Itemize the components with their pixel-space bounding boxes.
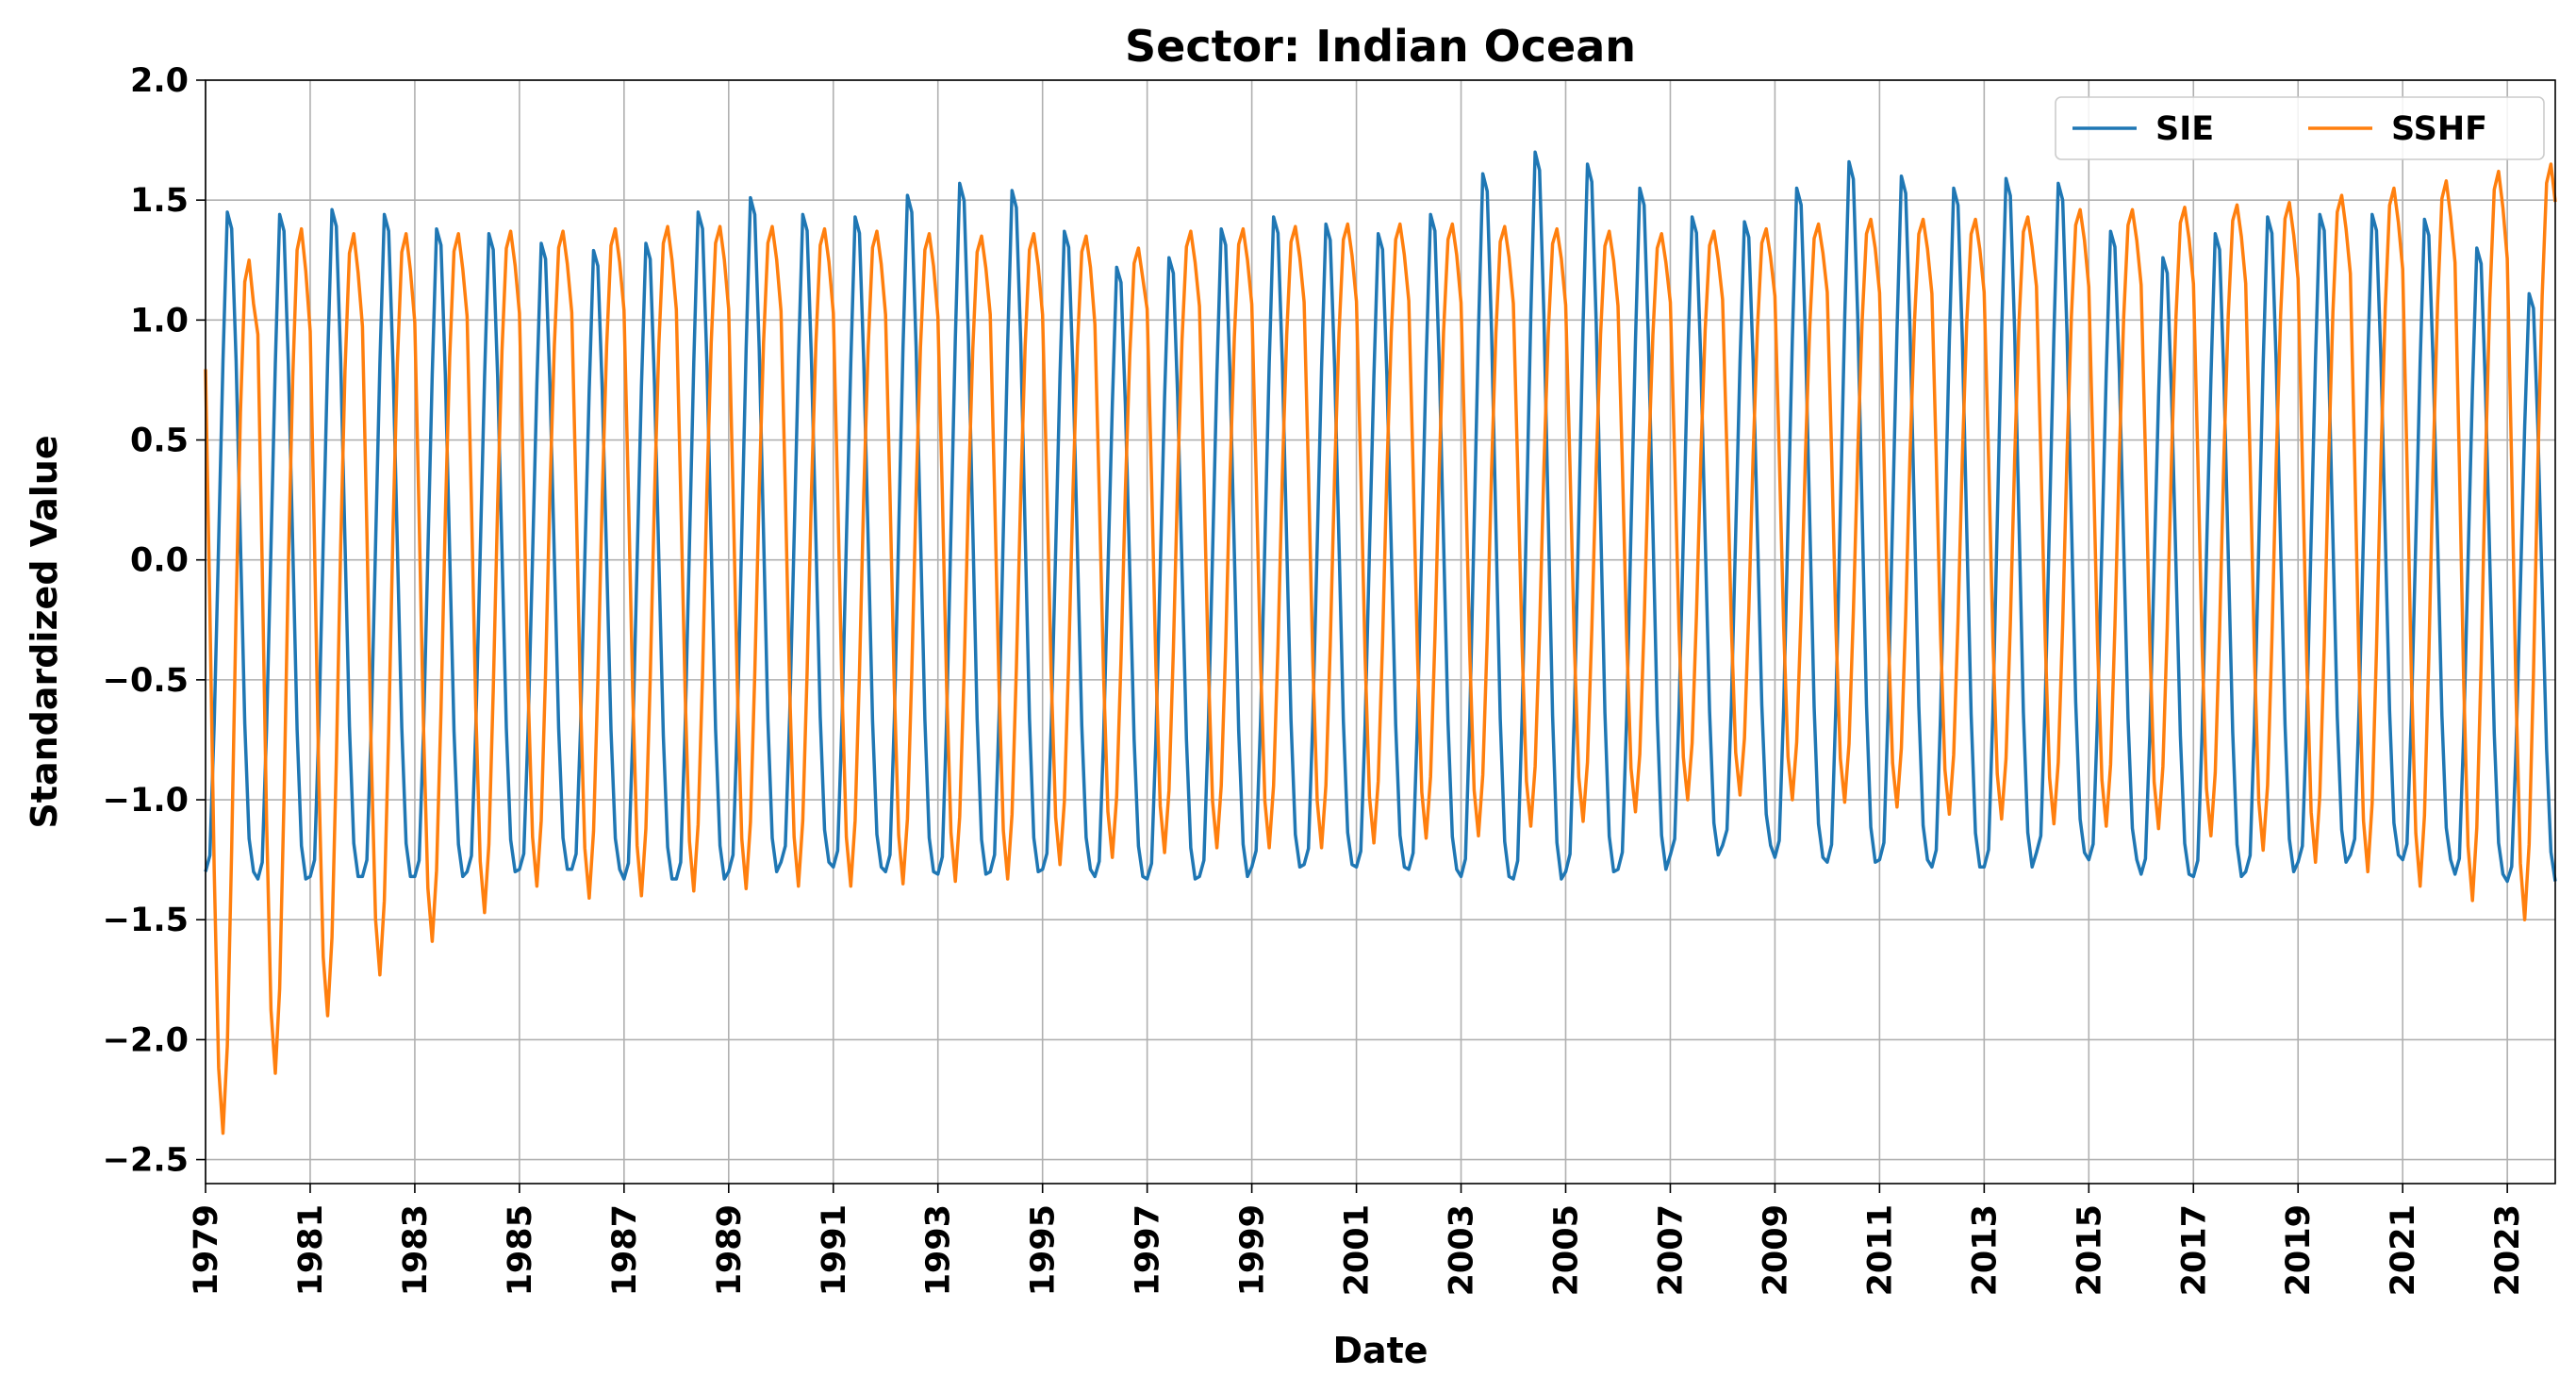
- y-tick-label: 0.0: [130, 542, 189, 580]
- chart-title: Sector: Indian Ocean: [1125, 21, 1636, 72]
- x-tick-label: 2017: [2175, 1204, 2213, 1296]
- legend-label-sie: SIE: [2155, 110, 2214, 148]
- x-tick-label: 1987: [606, 1204, 644, 1296]
- x-tick-label: 1999: [1234, 1204, 1272, 1296]
- x-tick-label: 2021: [2385, 1204, 2422, 1296]
- x-tick-label: 1979: [188, 1204, 225, 1296]
- y-tick-label: −0.5: [103, 662, 189, 700]
- x-tick-label: 2003: [1444, 1204, 1481, 1296]
- legend: SIE SSHF: [2055, 96, 2545, 160]
- x-tick-label: 1989: [711, 1204, 749, 1296]
- ticks: −2.5 −2.0 −1.5 −1.0 −0.5 0.0 0.5 1.0 1.5 2.0 1979 1…: [103, 62, 2527, 1296]
- x-tick-label: 2011: [1861, 1204, 1899, 1296]
- x-tick-label: 1997: [1130, 1204, 1167, 1296]
- x-tick-label: 2015: [2071, 1204, 2108, 1296]
- y-tick-label: −2.5: [103, 1142, 189, 1180]
- y-axis-label: Standardized Value: [24, 435, 65, 828]
- y-tick-label: −1.0: [103, 782, 189, 820]
- y-tick-label: −1.5: [103, 902, 189, 939]
- x-tick-label: 1983: [397, 1204, 435, 1296]
- x-axis-label: Date: [1332, 1330, 1428, 1371]
- y-tick-label: 1.0: [130, 302, 189, 340]
- legend-label-sshf: SSHF: [2391, 110, 2487, 148]
- x-tick-label: 1981: [292, 1204, 330, 1296]
- x-tick-label: 2023: [2489, 1204, 2527, 1296]
- x-tick-label: 2019: [2280, 1204, 2318, 1296]
- x-tick-label: 2001: [1339, 1204, 1377, 1296]
- x-tick-label: 2005: [1547, 1204, 1585, 1296]
- y-tick-label: 1.5: [130, 182, 189, 220]
- x-tick-label: 1991: [816, 1204, 853, 1296]
- series-layer: [204, 150, 2557, 1135]
- x-tick-label: 1993: [920, 1204, 958, 1296]
- x-tick-label: 1995: [1025, 1204, 1063, 1296]
- y-tick-label: −2.0: [103, 1021, 189, 1059]
- x-tick-label: 2009: [1757, 1204, 1794, 1296]
- x-tick-label: 1985: [502, 1204, 539, 1296]
- x-tick-label: 2007: [1652, 1204, 1690, 1296]
- y-tick-label: 0.5: [130, 423, 189, 460]
- x-tick-label: 2013: [1966, 1204, 2004, 1296]
- plot-frame: [205, 79, 2556, 1185]
- legend-box: [2055, 96, 2545, 160]
- series-line-sie: [204, 150, 2557, 884]
- series-line-sshf: [204, 162, 2557, 1135]
- y-tick-label: 2.0: [130, 62, 189, 100]
